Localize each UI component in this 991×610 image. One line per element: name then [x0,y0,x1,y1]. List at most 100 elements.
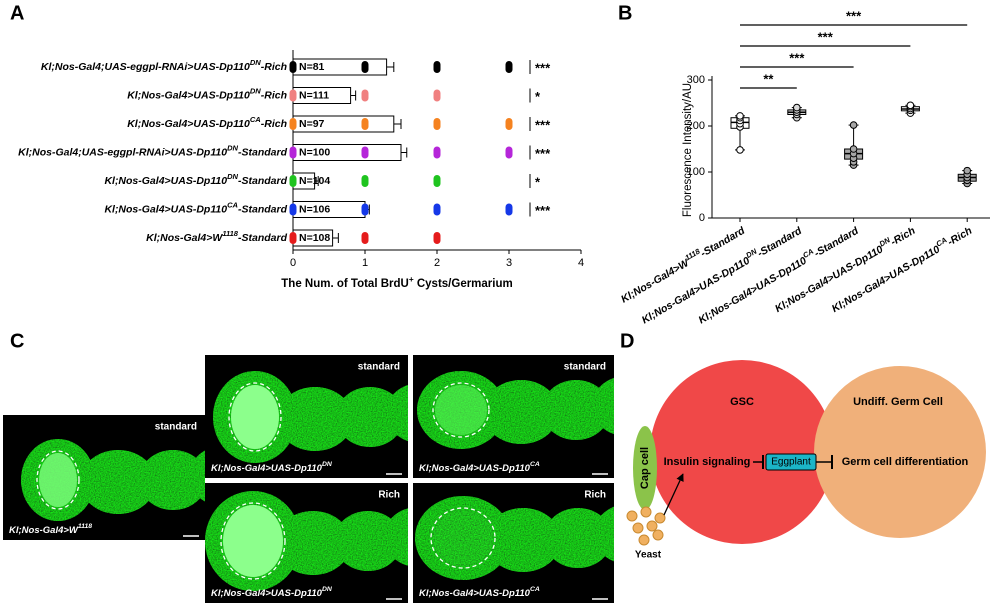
data-point [361,203,369,216]
germarium [415,496,614,580]
category-label-part: DN [250,87,261,96]
category-label-part: -Standard [238,232,288,244]
data-point [361,232,369,244]
data-point [505,203,513,216]
significance-label: *** [789,50,805,65]
category-label-part: -Rich [261,61,287,73]
insulin-label: Insulin signaling [664,456,751,468]
category-label: Kl;Nos-Gal4;UAS-eggpl-RNAi>UAS-Dp110DN-S… [18,144,287,159]
x-axis-label-part: Cysts/Germarium [414,278,513,290]
diagram: Cap cell GSC Undiff. Germ Cell Insulin s… [626,360,986,561]
image-caption-part: DN [322,461,333,468]
gsc-region [435,385,487,435]
data-point [433,89,441,102]
category-label-part: -Rich [261,118,287,130]
undiff-label: Undiff. Germ Cell [853,396,943,408]
germarium-region [275,511,351,575]
significance-label: ** [763,71,774,86]
data-point [849,121,858,129]
germarium-region [386,384,408,442]
panel-label: D [620,330,634,352]
micrograph: standard Kl;Nos-Gal4>UAS-Dp110DN [205,355,408,478]
gsc-outline [36,450,80,510]
germarium-region [542,380,610,440]
image-caption-part: Kl;Nos-Gal4>UAS-Dp110 [211,463,323,474]
germarium-region [592,377,614,435]
image-tag: Rich [378,490,400,501]
data-point [736,146,744,154]
image-caption-part: DN [322,586,333,593]
category-label-part: Kl;Nos-Gal4>UAS-Dp110 [104,175,227,187]
y-tick-label: 0 [699,212,705,224]
significance-label: *** [535,146,551,161]
cap-cell-label: Cap cell [639,447,651,489]
x-axis-label: The Num. of Total BrdU+ Cysts/Germarium [281,275,512,290]
differentiation-label: Germ cell differentiation [842,456,969,468]
germarium-region [80,450,156,514]
category-label-part: CA [227,201,238,210]
image-tag: Rich [584,490,606,501]
y-tick-label: 300 [687,74,705,86]
gsc-region [223,505,283,577]
n-label: N=104 [299,175,330,187]
data-point [361,175,369,187]
data-point [433,146,441,159]
category-label-part: 1118 [222,229,238,238]
image-caption-part: Kl;Nos-Gal4>UAS-Dp110 [419,588,531,599]
data-point [289,232,297,244]
germarium-region [336,387,404,447]
error-bar [314,176,319,186]
gsc-outline [228,382,282,452]
data-point [361,61,369,73]
category-label-part: Kl;Nos-Gal4>UAS-Dp110 [104,203,227,215]
category-label: Kl;Nos-Gal4>UAS-Dp110CA-Standard [104,201,287,216]
germarium-region [139,450,205,510]
category-label: Kl;Nos-Gal4>UAS-Dp110DN-Rich [127,87,287,102]
germarium-region [277,387,353,451]
category-label-part: Kl;Nos-Gal4;UAS-eggpl-RNAi>UAS-Dp110 [18,146,227,158]
image-caption: Kl;Nos-Gal4>UAS-Dp110DN [211,586,333,599]
category-label-part: Kl;Nos-Gal4>UAS-Dp110 [830,243,942,315]
micrograph: standard Kl;Nos-Gal4>UAS-Dp110CA [413,355,614,478]
data-point [433,61,441,73]
category-label-part: DN [250,58,261,67]
category-label: Kl;Nos-Gal4>W1118-Standard [146,229,287,244]
x-tick-label: 0 [290,257,296,269]
category-label-part: Kl;Nos-Gal4>UAS-Dp110 [127,118,250,130]
yeast-arrow [663,473,684,516]
n-label: N=108 [299,232,330,244]
image-caption-part: CA [530,461,540,468]
micrograph: standard Kl;Nos-Gal4>W1118 [3,415,205,540]
data-point [433,175,441,187]
data-point [289,61,297,73]
data-point [736,112,744,120]
gsc-outline [430,507,496,569]
data-point [289,146,297,159]
x-axis-label-part: The Num. of Total BrdU [281,278,409,290]
cap-cell [633,426,657,510]
category-label-part: DN [227,172,238,181]
image-caption: Kl;Nos-Gal4>UAS-Dp110CA [419,461,540,474]
yeast-cells [626,506,666,546]
category-label-part: -Standard [698,224,747,259]
category-label-part: Kl;Nos-Gal4>W [146,232,223,244]
category-label-part: -Standard [812,224,861,259]
error-bar [386,62,395,72]
category-label-part: -Standard [238,203,288,215]
data-point [849,145,858,153]
y-axis-label: Fluorescence Intensity/AU [682,83,694,217]
yeast-label: Yeast [635,550,662,561]
error-bar [401,147,408,158]
error-bar [350,90,357,101]
category-label-part: -Rich [945,225,974,249]
gsc-cell [650,360,834,544]
significance-label: * [535,89,541,104]
category-label-part: DN [227,144,238,153]
gsc-region [231,385,279,449]
panel-label: C [10,330,24,352]
data-point [906,101,915,110]
n-label: N=81 [299,61,325,73]
data-point [433,232,441,244]
data-point [505,146,513,159]
data-point [361,146,369,159]
